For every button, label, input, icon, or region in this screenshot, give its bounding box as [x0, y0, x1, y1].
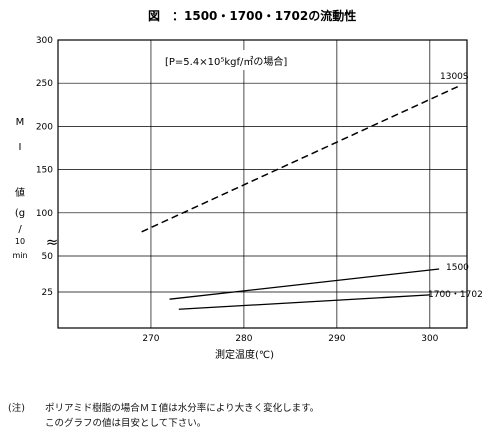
y-tick-label: 250 — [36, 79, 53, 89]
plot-frame — [57, 39, 468, 329]
axis-break-symbol: ≈ — [46, 233, 59, 251]
note-line-2: このグラフの値は目安として下さい。 — [45, 418, 207, 429]
tick-labels: 300 250 200 150 100 50 25 270 280 290 300 — [36, 36, 439, 344]
series-lines: 1300S 1500 1700・1702 — [141, 72, 483, 310]
y-label-char: / — [18, 224, 22, 235]
condition-label: [P=5.4×10⁵kgf/㎡の場合] — [165, 55, 287, 68]
x-tick-label: 290 — [328, 334, 345, 344]
y-tick-label: 150 — [36, 166, 53, 176]
condition-box-bg — [160, 50, 325, 70]
y-tick-label: 300 — [36, 36, 53, 46]
x-axis-label: 測定温度(℃) — [215, 348, 274, 361]
note-line-1: ポリアミド樹脂の場合ＭＩ値は水分率により大きく変化します。 — [45, 403, 320, 414]
y-tick-label: 200 — [36, 122, 53, 132]
series-label-1300S: 1300S — [440, 72, 469, 82]
series-line-1500 — [169, 268, 440, 300]
series-label-1500: 1500 — [446, 263, 469, 273]
y-label-char: 値 — [15, 186, 25, 199]
note-marker: (注) — [8, 403, 25, 414]
grid — [58, 40, 467, 328]
series-line-1300S — [141, 85, 459, 233]
y-tick-label: 25 — [42, 288, 53, 298]
y-label-char: M — [16, 117, 25, 128]
y-label-char: 10 — [15, 237, 25, 246]
series-line-1700・1702 — [178, 294, 430, 310]
y-label-char: min — [12, 251, 27, 260]
series-label-1700・1702: 1700・1702 — [428, 290, 483, 300]
x-tick-label: 270 — [142, 334, 159, 344]
x-tick-label: 280 — [235, 334, 252, 344]
y-label-char: I — [19, 142, 22, 153]
y-label-char: (g — [15, 208, 25, 219]
x-tick-label: 300 — [421, 334, 438, 344]
y-axis-label: M I 値 (g / 10 min — [12, 117, 27, 260]
y-tick-label: 100 — [36, 209, 53, 219]
chart-title: 図 ：1500・1700・1702の流動性 — [148, 8, 356, 23]
y-tick-label: 50 — [42, 252, 54, 262]
